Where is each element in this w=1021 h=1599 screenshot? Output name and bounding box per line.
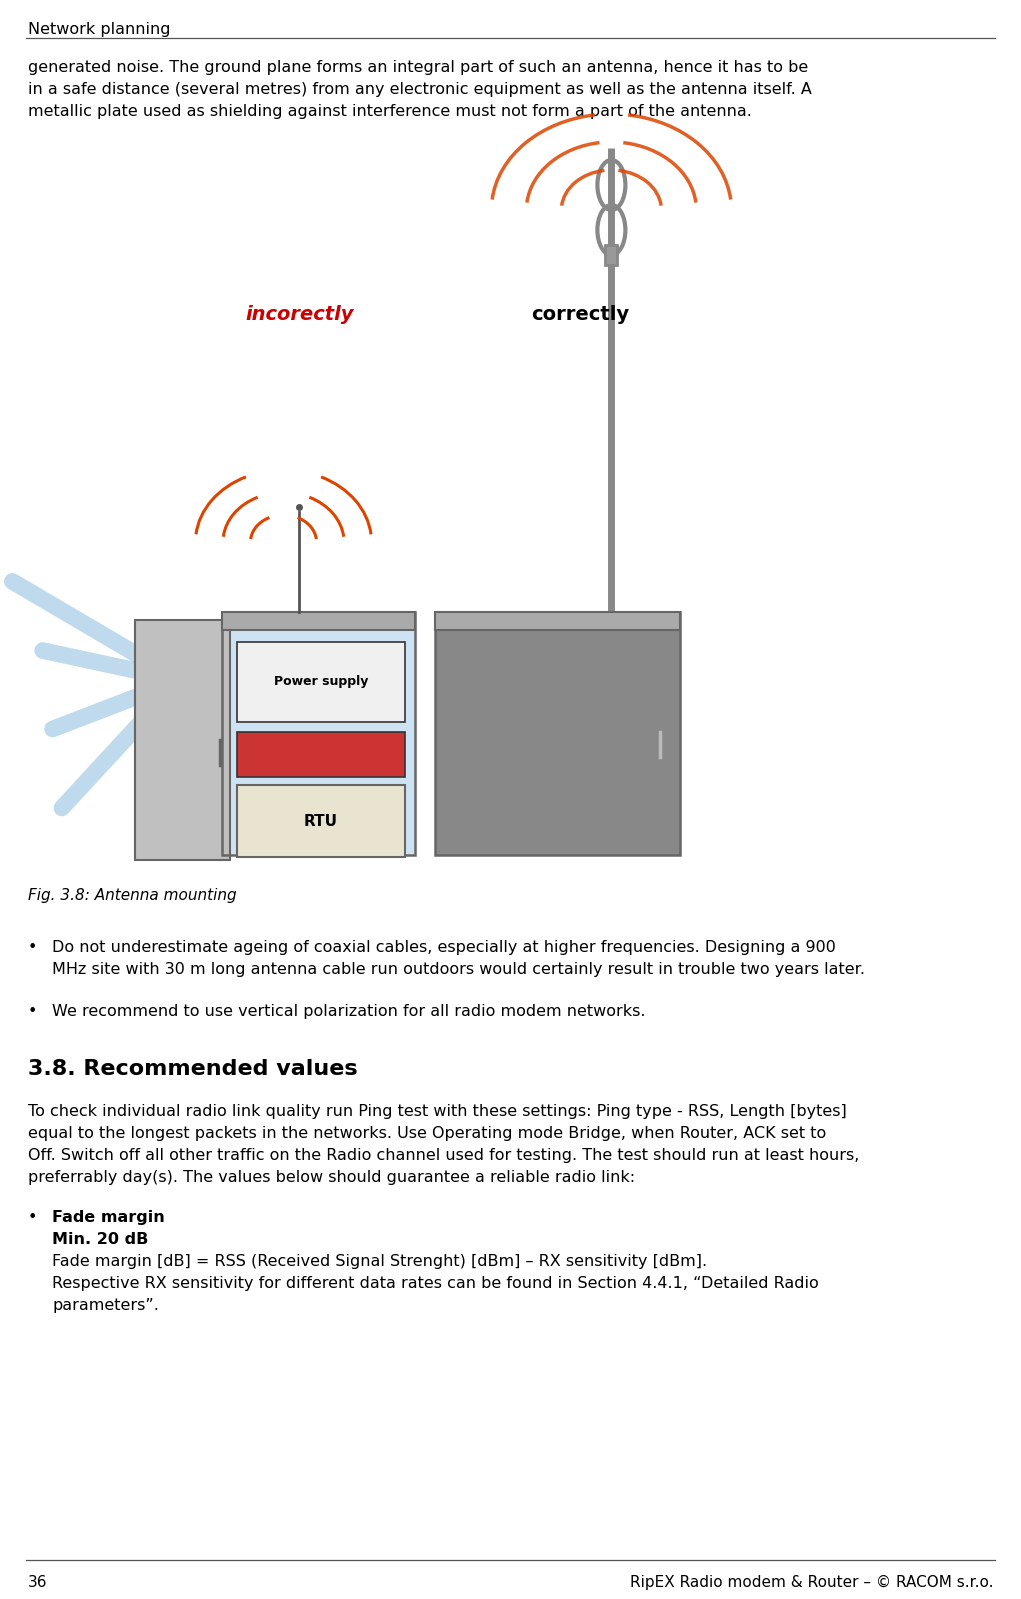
Text: metallic plate used as shielding against interference must not form a part of th: metallic plate used as shielding against… [28,104,751,118]
Text: We recommend to use vertical polarization for all radio modem networks.: We recommend to use vertical polarizatio… [52,1004,645,1019]
Text: equal to the longest packets in the networks. Use Operating mode Bridge, when Ro: equal to the longest packets in the netw… [28,1126,826,1142]
Text: 3.8. Recommended values: 3.8. Recommended values [28,1059,357,1079]
Text: Min. 20 dB: Min. 20 dB [52,1231,148,1247]
Bar [222,612,415,630]
Text: Power supply: Power supply [274,675,369,689]
Text: incorectly: incorectly [246,305,354,325]
Text: Respective RX sensitivity for different data rates can be found in Section 4.4.1: Respective RX sensitivity for different … [52,1276,819,1290]
Text: Off. Switch off all other traffic on the Radio channel used for testing. The tes: Off. Switch off all other traffic on the… [28,1148,860,1162]
Text: Fade margin: Fade margin [52,1210,164,1225]
Text: preferrably day(s). The values below should guarantee a reliable radio link:: preferrably day(s). The values below sho… [28,1170,635,1185]
Text: Fade margin [dB] = RSS (Received Signal Strenght) [dBm] – RX sensitivity [dBm].: Fade margin [dB] = RSS (Received Signal … [52,1254,708,1270]
Text: Fig. 3.8: Antenna mounting: Fig. 3.8: Antenna mounting [28,887,237,903]
Text: 36: 36 [28,1575,48,1589]
Bar [237,732,405,777]
Bar [237,643,405,723]
Bar [605,245,618,265]
Bar [135,620,230,860]
Text: RipEX Radio modem & Router – © RACOM s.r.o.: RipEX Radio modem & Router – © RACOM s.r… [630,1575,993,1589]
Text: correctly: correctly [531,305,629,325]
Bar [237,785,405,857]
Text: RTU: RTU [304,814,338,828]
Text: •: • [28,1210,38,1225]
Text: •: • [28,940,38,955]
Text: generated noise. The ground plane forms an integral part of such an antenna, hen: generated noise. The ground plane forms … [28,61,809,75]
Bar [222,612,415,855]
Bar [222,612,415,855]
Text: To check individual radio link quality run Ping test with these settings: Ping t: To check individual radio link quality r… [28,1103,846,1119]
Text: MHz site with 30 m long antenna cable run outdoors would certainly result in tro: MHz site with 30 m long antenna cable ru… [52,963,865,977]
Bar [435,612,680,855]
Text: in a safe distance (several metres) from any electronic equipment as well as the: in a safe distance (several metres) from… [28,82,812,98]
Text: •: • [28,1004,38,1019]
Text: parameters”.: parameters”. [52,1298,159,1313]
Bar [435,612,680,630]
Text: Do not underestimate ageing of coaxial cables, especially at higher frequencies.: Do not underestimate ageing of coaxial c… [52,940,836,955]
Text: Network planning: Network planning [28,22,171,37]
